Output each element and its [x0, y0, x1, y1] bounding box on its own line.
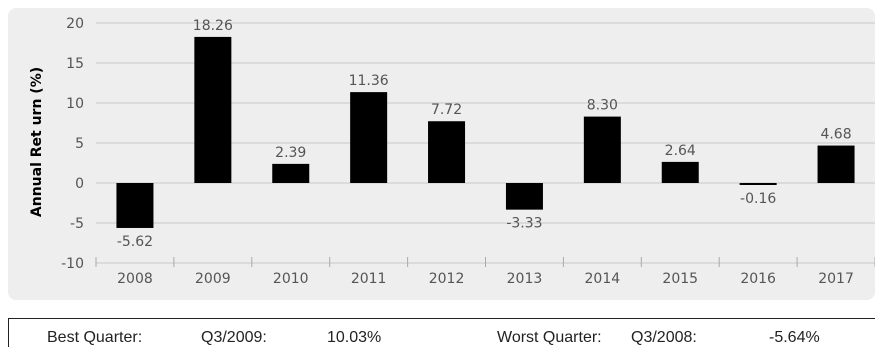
data-label: 8.30 — [587, 98, 618, 114]
data-label: 18.26 — [193, 18, 233, 34]
best-quarter-value: 10.03% — [327, 329, 382, 346]
worst-quarter-value: -5.64% — [769, 329, 820, 346]
x-tick-label: 2017 — [818, 271, 854, 287]
bar — [817, 145, 855, 183]
x-tick-label: 2012 — [429, 271, 465, 287]
x-tick-label: 2013 — [507, 271, 543, 287]
x-axis: 2008 2009 2010 2011 2012 2013 2014 2015 2016 2017 — [95, 257, 875, 287]
data-label: 4.68 — [820, 127, 851, 143]
bar — [505, 183, 543, 210]
quarter-summary: Best Quarter: Q3/2009: 10.03% Worst Quar… — [8, 318, 875, 347]
bar — [194, 36, 232, 183]
y-tick-label: -5 — [70, 216, 84, 232]
x-tick-label: 2016 — [740, 271, 776, 287]
grid-lines — [96, 22, 875, 264]
y-tick-label: -10 — [61, 256, 84, 272]
x-tick-label: 2011 — [351, 271, 387, 287]
data-label: -3.33 — [506, 216, 542, 232]
y-axis-label: Annual Ret urn (%) — [29, 67, 45, 217]
bar — [116, 183, 154, 228]
worst-quarter-period: Q3/2008: — [631, 329, 697, 346]
y-tick-label: 20 — [66, 16, 84, 32]
bar — [428, 121, 466, 183]
data-label: -0.16 — [740, 191, 776, 207]
data-label: 2.39 — [275, 145, 306, 161]
bar — [661, 161, 699, 183]
y-tick-label: 0 — [75, 176, 84, 192]
y-tick-label: 15 — [66, 56, 84, 72]
y-axis-ticks: 20 15 10 5 0 -5 -10 — [61, 16, 84, 272]
bars — [116, 36, 855, 228]
data-label: 11.36 — [349, 73, 389, 89]
x-tick-label: 2010 — [273, 271, 309, 287]
x-tick-label: 2015 — [662, 271, 698, 287]
y-tick-label: 10 — [66, 96, 84, 112]
data-label: 2.64 — [665, 143, 696, 159]
bar — [350, 92, 388, 183]
x-tick-label: 2014 — [585, 271, 621, 287]
bar — [583, 116, 621, 183]
best-quarter-label: Best Quarter: — [47, 329, 143, 346]
data-label: -5.62 — [117, 234, 153, 250]
best-quarter-period: Q3/2009: — [201, 329, 267, 346]
worst-quarter-label: Worst Quarter: — [497, 329, 602, 346]
x-tick-label: 2009 — [195, 271, 231, 287]
bar — [739, 183, 777, 185]
bar — [272, 163, 310, 183]
value-labels: -5.62 18.26 2.39 11.36 7.72 -3.33 8.30 2.64 -0.1… — [117, 18, 852, 250]
y-tick-label: 5 — [75, 136, 84, 152]
x-tick-label: 2008 — [117, 271, 153, 287]
data-label: 7.72 — [431, 102, 462, 118]
